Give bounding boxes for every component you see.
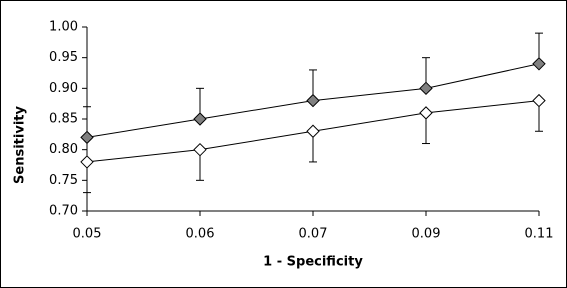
- y-tick-label: 1.00: [49, 20, 78, 35]
- marker: [306, 124, 320, 138]
- x-tick-label: 0.11: [525, 227, 554, 242]
- y-tick-label: 0.75: [49, 173, 78, 188]
- marker: [306, 93, 320, 108]
- y-axis-title: Sensitivity: [13, 106, 28, 184]
- marker: [419, 81, 433, 96]
- y-tick-label: 0.70: [49, 204, 78, 219]
- y-tick-label: 0.80: [49, 142, 78, 157]
- marker: [193, 112, 207, 126]
- y-tick-label: 0.85: [49, 112, 78, 127]
- x-tick-label: 0.06: [186, 227, 215, 242]
- y-tick-label: 0.90: [49, 81, 78, 96]
- x-tick-label: 0.05: [73, 227, 102, 242]
- y-tick-label: 0.95: [49, 50, 78, 65]
- marker: [193, 142, 207, 157]
- marker: [532, 93, 546, 108]
- x-axis-title: 1 - Specificity: [263, 255, 363, 270]
- marker: [532, 57, 546, 71]
- marker: [80, 155, 94, 169]
- marker: [419, 106, 433, 120]
- marker: [80, 130, 94, 145]
- x-tick-label: 0.07: [299, 227, 328, 242]
- x-tick-label: 0.09: [412, 227, 441, 242]
